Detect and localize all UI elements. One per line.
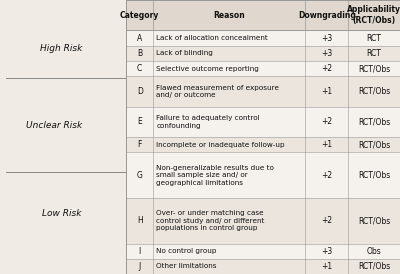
Text: Non-generalizable results due to
small sample size and/ or
geographical limitati: Non-generalizable results due to small s… <box>156 165 274 185</box>
Text: Other limitations: Other limitations <box>156 263 217 269</box>
Text: F: F <box>138 140 142 149</box>
Text: Category: Category <box>120 11 159 20</box>
Text: 10: 10 <box>175 15 186 23</box>
Text: Lack of allocation concealment: Lack of allocation concealment <box>156 35 268 41</box>
Text: +2: +2 <box>321 216 332 225</box>
Text: No control group: No control group <box>156 248 217 254</box>
Text: Reason: Reason <box>214 11 245 20</box>
Text: RCT: RCT <box>366 33 382 42</box>
Text: C: C <box>137 64 142 73</box>
Bar <box>126 107 400 137</box>
Text: 6: 6 <box>175 109 181 118</box>
Text: Incomplete or inadequate follow-up: Incomplete or inadequate follow-up <box>156 142 285 148</box>
Text: 0: 0 <box>175 251 181 259</box>
Text: +1: +1 <box>321 87 332 96</box>
Text: 7: 7 <box>175 85 181 94</box>
Text: RCT/Obs: RCT/Obs <box>358 170 390 179</box>
Text: Selective outcome reporting: Selective outcome reporting <box>156 65 259 72</box>
Text: RCT/Obs: RCT/Obs <box>358 262 390 271</box>
Text: RCT: RCT <box>366 49 382 58</box>
Text: Over- or under matching case
control study and/ or different
populations in cont: Over- or under matching case control stu… <box>156 210 264 231</box>
Text: B: B <box>137 49 142 58</box>
Text: RCT: RCT <box>198 251 215 259</box>
Text: +3: +3 <box>321 247 332 256</box>
Text: High Risk: High Risk <box>40 44 83 53</box>
Text: E: E <box>137 117 142 126</box>
Text: +2: +2 <box>321 117 332 126</box>
Text: RCT/Obs: RCT/Obs <box>358 216 390 225</box>
Text: Low Risk: Low Risk <box>42 209 81 218</box>
Bar <box>126 259 400 274</box>
Text: Failure to adequately control
confounding: Failure to adequately control confoundin… <box>156 115 260 129</box>
Bar <box>126 244 400 259</box>
Text: 4: 4 <box>175 156 181 165</box>
Text: Lack of blinding: Lack of blinding <box>156 50 213 56</box>
Text: Flawed measurement of exposure
and/ or outcome: Flawed measurement of exposure and/ or o… <box>156 85 279 98</box>
Text: RCT/Obs: RCT/Obs <box>358 64 390 73</box>
Bar <box>126 0 400 30</box>
Text: Unclear Risk: Unclear Risk <box>26 121 82 130</box>
Bar <box>126 137 400 152</box>
Text: +2: +2 <box>321 170 332 179</box>
Text: D: D <box>137 87 143 96</box>
Text: 3: 3 <box>175 180 181 189</box>
Text: +1: +1 <box>321 140 332 149</box>
Text: 1: 1 <box>175 227 181 236</box>
Bar <box>126 61 400 76</box>
Text: 5: 5 <box>175 133 181 141</box>
Text: Applicability
(RCT/Obs): Applicability (RCT/Obs) <box>347 5 400 25</box>
Text: 8: 8 <box>175 62 181 71</box>
Text: G: G <box>137 170 143 179</box>
Text: 9: 9 <box>175 38 181 47</box>
Text: RCT/Obs: RCT/Obs <box>358 140 390 149</box>
Bar <box>126 46 400 61</box>
Text: +2: +2 <box>321 64 332 73</box>
Text: H: H <box>137 216 142 225</box>
Bar <box>126 76 400 107</box>
Bar <box>126 152 400 198</box>
Text: J: J <box>138 262 141 271</box>
Text: Downgrading: Downgrading <box>298 11 356 20</box>
Text: 2: 2 <box>175 203 181 212</box>
Text: +3: +3 <box>321 49 332 58</box>
Bar <box>126 30 400 46</box>
Text: +1: +1 <box>321 262 332 271</box>
Bar <box>126 198 400 244</box>
Text: Obs: Obs <box>366 247 381 256</box>
Text: RCT/Obs: RCT/Obs <box>358 87 390 96</box>
Text: Obs: Obs <box>198 133 215 141</box>
Text: RCT/Obs: RCT/Obs <box>358 117 390 126</box>
Text: I: I <box>138 247 141 256</box>
Text: A: A <box>137 33 142 42</box>
Text: +3: +3 <box>321 33 332 42</box>
